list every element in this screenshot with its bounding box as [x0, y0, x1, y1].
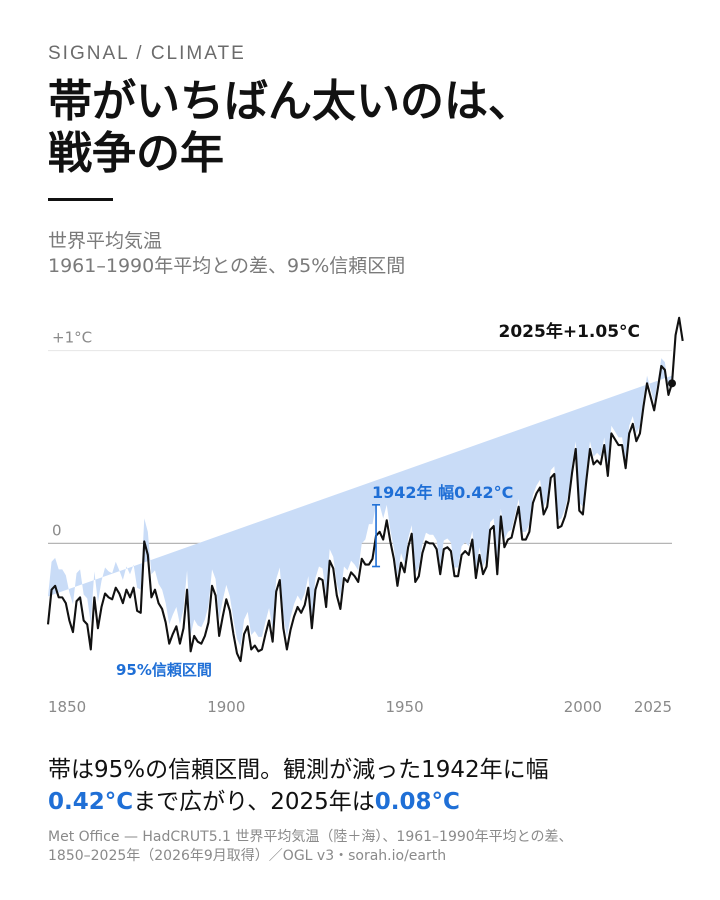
subtitle-line-2: 1961–1990年平均との差、95%信頼区間	[48, 255, 406, 277]
y-tick-label: +1°C	[52, 329, 92, 347]
source-line-1: Met Office — HadCRUT5.1 世界平均気温（陸＋海）、1961…	[48, 829, 573, 845]
annotation-2025: 2025年+1.05°C	[499, 321, 640, 342]
end-point-dot	[668, 379, 676, 388]
takeaway-accent-1: 0.42°C	[48, 789, 134, 815]
takeaway-accent-2: 0.08°C	[374, 789, 460, 815]
anomaly-line	[46, 316, 684, 663]
annotation-1942: 1942年 幅0.42°C	[372, 483, 513, 502]
chart-subtitle: 世界平均気温 1961–1990年平均との差、95%信頼区間	[48, 229, 405, 279]
takeaway-line-1: 帯は95%の信頼区間。観測が減った1942年に幅	[48, 757, 549, 783]
headline-line-1: 帯がいちばん太いのは、	[48, 76, 532, 127]
takeaway-text: 帯は95%の信頼区間。観測が減った1942年に幅 0.42°Cまで広がり、202…	[48, 754, 688, 818]
x-tick-label: 1900	[207, 698, 245, 716]
subtitle-line-1: 世界平均気温	[48, 230, 163, 252]
temperature-chart: 0 +1°C 1942年 幅0.42°C 2025年+1.05°C 95%信頼区間 185…	[46, 316, 684, 716]
source-note: Met Office — HadCRUT5.1 世界平均気温（陸＋海）、1961…	[48, 828, 688, 866]
headline: 帯がいちばん太いのは、 戦争の年	[48, 76, 688, 180]
x-tick-label: 1950	[385, 698, 423, 716]
headline-rule	[48, 198, 113, 201]
headline-line-2: 戦争の年	[48, 128, 224, 179]
x-tick-label: 2000	[564, 698, 602, 716]
x-tick-label: 1850	[48, 698, 86, 716]
takeaway-line-2: 0.42°Cまで広がり、2025年は0.08°C	[48, 786, 688, 818]
takeaway-part-2: まで広がり、2025年は	[133, 789, 375, 815]
y-tick-label: 0	[52, 521, 62, 539]
band-label: 95%信頼区間	[116, 661, 212, 679]
x-tick-label: 2025	[634, 698, 672, 716]
source-line-2: 1850–2025年（2026年9月取得）／OGL v3・sorah.io/ea…	[48, 848, 447, 864]
section-kicker: SIGNAL / CLIMATE	[48, 43, 246, 64]
confidence-band	[48, 358, 672, 647]
